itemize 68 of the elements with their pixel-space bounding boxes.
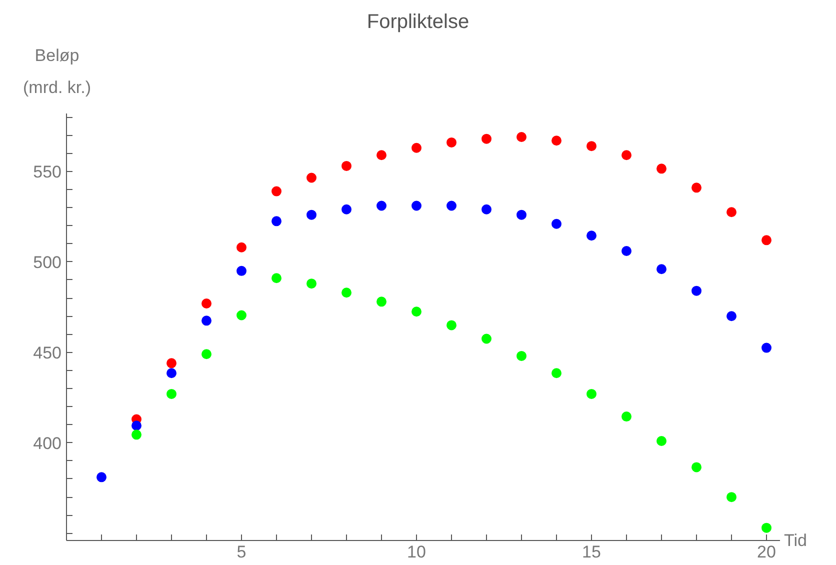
point [446, 137, 456, 148]
point [166, 358, 176, 368]
point [272, 186, 282, 196]
point [376, 200, 386, 211]
point [446, 200, 456, 211]
point [236, 266, 246, 276]
point [762, 522, 772, 533]
point [516, 132, 526, 142]
point [622, 150, 632, 160]
point [692, 286, 702, 296]
point [446, 320, 456, 330]
chart-title: Forpliktelse [366, 10, 470, 35]
point [656, 264, 666, 274]
point [516, 210, 526, 220]
point [552, 218, 562, 229]
point [272, 273, 282, 284]
x-axis-title: Tid [784, 530, 807, 552]
point [586, 141, 596, 152]
point [132, 430, 142, 440]
point [376, 296, 386, 307]
x-tick-label: 15 [582, 542, 601, 562]
point [342, 160, 352, 171]
point [412, 306, 422, 317]
point [376, 150, 386, 160]
point [482, 334, 492, 344]
x-tick-label: 10 [407, 542, 426, 562]
point [692, 462, 702, 472]
point [726, 207, 736, 218]
point [202, 298, 212, 308]
point [306, 210, 316, 220]
point [482, 134, 492, 144]
point [516, 350, 526, 361]
point [726, 311, 736, 322]
point [166, 368, 176, 378]
point [96, 472, 106, 482]
point [412, 200, 422, 211]
y-tick-label: 550 [33, 162, 62, 182]
point [236, 242, 246, 252]
point [552, 136, 562, 146]
point [306, 278, 316, 289]
point [202, 316, 212, 326]
point [202, 349, 212, 360]
point [622, 246, 632, 256]
point [692, 182, 702, 193]
y-tick-label: 450 [33, 343, 62, 362]
point [342, 288, 352, 298]
x-tick-label: 20 [757, 542, 776, 562]
point [306, 172, 316, 183]
point [132, 420, 142, 431]
point [482, 204, 492, 214]
point [552, 368, 562, 378]
point [166, 388, 176, 399]
x-tick-label: 5 [236, 542, 246, 562]
point [656, 436, 666, 446]
point [412, 142, 422, 153]
y-tick-label: 400 [33, 434, 62, 453]
y-tick-label: 500 [33, 252, 62, 272]
point [236, 310, 246, 320]
y-axis-title: Beløp (mrd. kr.) [23, 45, 91, 99]
point [762, 235, 772, 246]
point [272, 216, 282, 226]
point [762, 342, 772, 353]
point [342, 204, 352, 214]
point [622, 412, 632, 422]
point [586, 230, 596, 241]
point [586, 388, 596, 399]
point [726, 492, 736, 502]
point [656, 164, 666, 174]
